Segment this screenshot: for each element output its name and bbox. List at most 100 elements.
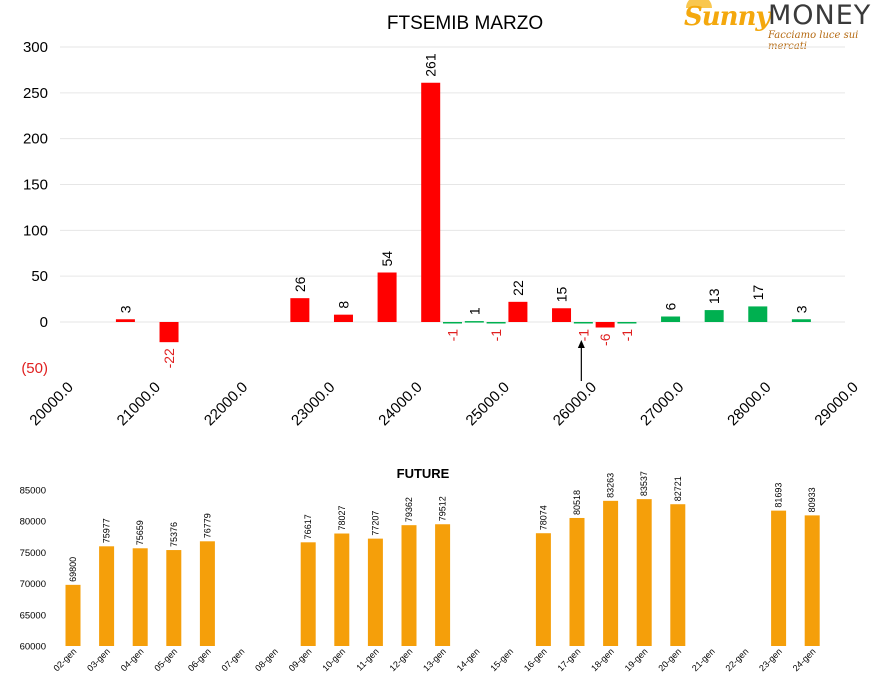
future-bar (367, 538, 383, 646)
data-label: 26 (292, 276, 308, 292)
data-label: 75977 (102, 518, 112, 543)
put-bar (791, 319, 811, 322)
future-bar (65, 584, 81, 646)
data-label: 83263 (606, 473, 616, 498)
x-tick-label: 21000.0 (114, 379, 164, 429)
x-tick-label: 29000.0 (811, 379, 861, 429)
x-tick-label: 10-gen (320, 646, 347, 673)
data-label: 79512 (438, 496, 448, 521)
x-tick-label: 04-gen (119, 646, 146, 673)
x-tick-label: 09-gen (287, 646, 314, 673)
x-tick-label: 20-gen (656, 646, 683, 673)
data-label: 75659 (135, 520, 145, 545)
call-bar (333, 314, 353, 322)
data-label: 13 (706, 288, 722, 304)
data-label: 17 (750, 285, 766, 301)
data-label: 80933 (807, 487, 817, 512)
put-bar (704, 310, 724, 322)
x-tick-label: 11-gen (354, 646, 380, 672)
data-label: 69800 (68, 557, 78, 582)
x-tick-label: 18-gen (589, 646, 616, 673)
open-interest-chart: FTSEMIB MARZO 300 250 200 150 100 50 0 (50) 20000… (21, 13, 862, 429)
future-chart: FUTURE 85000 80000 75000 70000 65000 60000 6980… (20, 466, 820, 673)
x-tick-label: 05-gen (152, 646, 179, 673)
logo-brand-left: Sunny (684, 2, 771, 32)
data-label: -1 (445, 329, 461, 342)
x-tick-label: 19-gen (623, 646, 650, 673)
x-tick-label: 14-gen (455, 646, 482, 673)
put-bar (661, 316, 681, 322)
future-title: FUTURE (397, 466, 450, 481)
y-tick-label: 150 (23, 177, 48, 194)
data-label: 15 (554, 286, 570, 302)
future-bar (334, 533, 350, 646)
data-label: 78074 (538, 505, 548, 530)
data-label: 22 (510, 280, 526, 296)
sunny-money-logo: Sunny MONEY Facciamo luce sui mercati (684, 0, 884, 52)
x-tick-label: 12-gen (388, 646, 415, 673)
put-bar (617, 322, 637, 324)
put-bar (748, 306, 768, 322)
future-bar (435, 524, 451, 646)
x-tick-label: 24-gen (791, 646, 818, 673)
data-label: -22 (161, 348, 177, 368)
data-label: 83537 (639, 471, 649, 496)
data-label: -1 (488, 329, 504, 342)
call-bar (552, 308, 572, 322)
x-tick-label: 02-gen (52, 646, 79, 673)
call-bar (377, 272, 397, 322)
y-tick-label: 50 (31, 268, 48, 285)
data-label: 77207 (370, 511, 380, 536)
call-bar (421, 82, 441, 322)
x-tick-label: 25000.0 (463, 379, 513, 429)
y-tick-label: 0 (40, 314, 48, 331)
sun-icon (686, 0, 712, 8)
data-label: 54 (379, 251, 395, 267)
future-bar (300, 542, 316, 646)
future-bar (603, 500, 619, 646)
logo-brand-right: MONEY (768, 0, 872, 31)
future-bar (804, 515, 820, 646)
data-label: 3 (793, 305, 809, 313)
data-label: 1 (466, 307, 482, 315)
x-tick-label: 27000.0 (637, 379, 687, 429)
data-label: -1 (575, 329, 591, 342)
x-tick-label: 22000.0 (201, 379, 251, 429)
x-tick-label: 17-gen (556, 646, 583, 673)
call-bar (115, 319, 135, 322)
future-bar (401, 525, 417, 646)
data-label: 78027 (337, 505, 347, 530)
future-bar (670, 504, 686, 646)
future-bar (99, 546, 115, 646)
x-tick-label: 22-gen (724, 646, 751, 673)
data-label: 3 (117, 305, 133, 313)
x-tick-label: 16-gen (522, 646, 549, 673)
put-bar (486, 322, 506, 324)
put-bar (443, 322, 462, 324)
x-tick-label: 21-gen (690, 646, 717, 673)
y-tick-label: 200 (23, 131, 48, 148)
future-bar (636, 499, 652, 646)
x-tick-label: 24000.0 (375, 379, 425, 429)
y-tick-label: 70000 (20, 579, 46, 590)
y-tick-label: 80000 (20, 517, 46, 528)
y-tick-label: 100 (23, 222, 48, 239)
y-tick-label: 250 (23, 85, 48, 102)
data-label: -6 (597, 333, 613, 346)
y-tick-label: 75000 (20, 548, 46, 559)
call-bar (159, 322, 179, 343)
future-bar (132, 548, 148, 646)
y-tick-label: 65000 (20, 610, 46, 621)
data-label: 81693 (774, 483, 784, 508)
x-tick-label: 28000.0 (724, 379, 774, 429)
put-bar (573, 322, 593, 324)
data-label: 76617 (303, 514, 313, 539)
data-label: -1 (619, 329, 635, 342)
x-tick-label: 08-gen (253, 646, 280, 673)
x-tick-label: 06-gen (186, 646, 213, 673)
y-tick-label: 85000 (20, 486, 46, 497)
chart-title: FTSEMIB MARZO (387, 13, 543, 34)
x-tick-label: 20000.0 (26, 379, 76, 429)
put-bar (464, 321, 484, 323)
data-label: 8 (335, 301, 351, 309)
